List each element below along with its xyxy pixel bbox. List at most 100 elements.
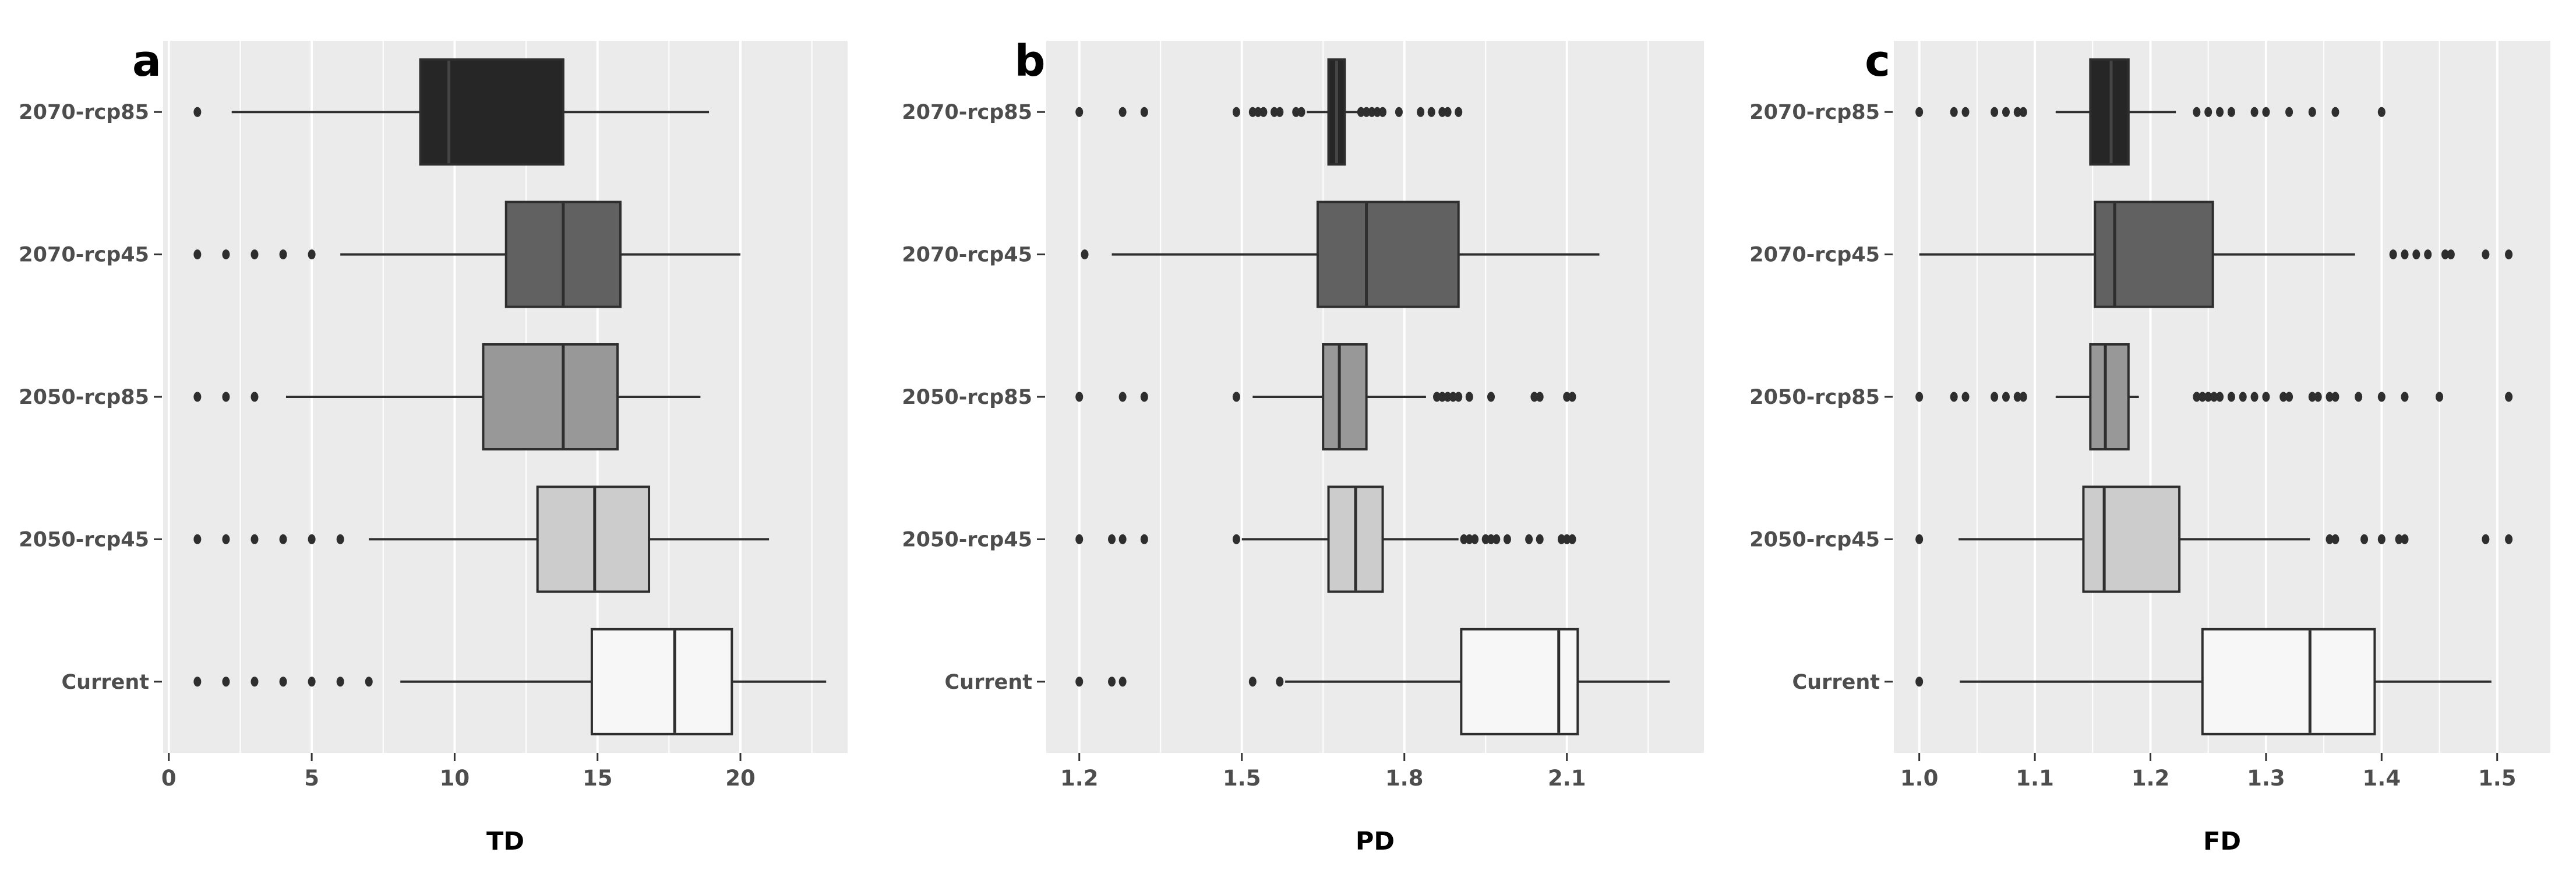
outlier-dot — [1991, 392, 1999, 402]
outlier-dot — [2308, 107, 2316, 117]
outlier-dot — [2331, 392, 2339, 402]
outlier-dot — [1254, 107, 1262, 117]
x-tick-label: 2.1 — [1548, 766, 1586, 791]
outlier-dot — [1950, 392, 1958, 402]
x-axis-title: FD — [2203, 827, 2241, 856]
box — [2089, 58, 2130, 166]
outlier-dot — [1248, 107, 1257, 117]
outlier-dot — [193, 392, 202, 402]
box — [419, 58, 564, 166]
panel-letter: b — [1015, 36, 1046, 86]
panel-letter: c — [1865, 36, 1890, 86]
panel-letter: a — [132, 36, 161, 86]
outlier-dot — [222, 677, 230, 687]
outlier-dot — [1536, 534, 1544, 544]
outlier-dot — [1292, 107, 1300, 117]
outlier-dot — [1118, 392, 1127, 402]
outlier-dot — [250, 534, 259, 544]
outlier-dot — [1427, 107, 1435, 117]
outlier-dot — [2326, 392, 2334, 402]
outlier-dot — [1248, 677, 1257, 687]
outlier-dot — [1271, 107, 1279, 117]
outlier-dot — [2193, 392, 2201, 402]
outlier-dot — [279, 677, 287, 687]
outlier-dot — [2250, 392, 2259, 402]
outlier-dot — [2262, 392, 2270, 402]
row-label: 2070-rcp85 — [1749, 101, 1880, 124]
outlier-dot — [2019, 107, 2027, 117]
outlier-dot — [2314, 392, 2322, 402]
outlier-dot — [2331, 534, 2339, 544]
outlier-dot — [1373, 107, 1381, 117]
outlier-dot — [250, 392, 259, 402]
outlier-dot — [1915, 534, 1924, 544]
outlier-dot — [1536, 392, 1544, 402]
outlier-dot — [2019, 392, 2027, 402]
outlier-dot — [2505, 534, 2513, 544]
outlier-dot — [2401, 392, 2409, 402]
x-tick-label: 0 — [161, 766, 177, 791]
outlier-dot — [2285, 107, 2293, 117]
x-tick-label: 1.0 — [1900, 766, 1939, 791]
outlier-dot — [1108, 677, 1116, 687]
outlier-dot — [1915, 392, 1924, 402]
outlier-dot — [1438, 392, 1446, 402]
x-tick-label: 1.5 — [2478, 766, 2517, 791]
outlier-dot — [1492, 534, 1501, 544]
outlier-dot — [2412, 249, 2420, 260]
outlier-dot — [1368, 107, 1376, 117]
outlier-dot — [1118, 534, 1127, 544]
outlier-dot — [308, 677, 316, 687]
outlier-dot — [279, 249, 287, 260]
outlier-dot — [1563, 534, 1571, 544]
outlier-dot — [1465, 392, 1473, 402]
box — [1460, 628, 1579, 735]
outlier-dot — [2216, 392, 2224, 402]
outlier-dot — [2326, 534, 2334, 544]
outlier-dot — [1455, 392, 1463, 402]
row-label: 2070-rcp85 — [902, 101, 1032, 124]
outlier-dot — [1276, 107, 1284, 117]
outlier-dot — [1915, 677, 1924, 687]
outlier-dot — [1276, 677, 1284, 687]
box — [482, 343, 619, 450]
outlier-dot — [1118, 107, 1127, 117]
outlier-dot — [250, 249, 259, 260]
outlier-dot — [1444, 107, 1452, 117]
outlier-dot — [222, 249, 230, 260]
x-tick-label: 15 — [583, 766, 613, 791]
outlier-dot — [1081, 249, 1089, 260]
outlier-dot — [2204, 107, 2212, 117]
outlier-dot — [193, 249, 202, 260]
outlier-dot — [1915, 107, 1924, 117]
outlier-dot — [1503, 534, 1511, 544]
outlier-dot — [250, 677, 259, 687]
outlier-dot — [336, 534, 344, 544]
outlier-dot — [2250, 107, 2259, 117]
outlier-dot — [2013, 107, 2021, 117]
outlier-dot — [193, 534, 202, 544]
x-tick-label: 20 — [725, 766, 756, 791]
outlier-dot — [2505, 392, 2513, 402]
outlier-dot — [2447, 249, 2455, 260]
x-tick-label: 1.5 — [1223, 766, 1261, 791]
outlier-dot — [1140, 107, 1148, 117]
x-tick-label: 1.1 — [2016, 766, 2054, 791]
outlier-dot — [2424, 249, 2432, 260]
outlier-dot — [2355, 392, 2363, 402]
outlier-dot — [2239, 392, 2247, 402]
outlier-dot — [279, 534, 287, 544]
outlier-dot — [193, 107, 202, 117]
outlier-dot — [2285, 392, 2293, 402]
outlier-dot — [2360, 534, 2369, 544]
row-label: 2050-rcp85 — [19, 386, 149, 409]
box — [2094, 200, 2214, 308]
outlier-dot — [1259, 107, 1268, 117]
outlier-dot — [2308, 392, 2316, 402]
x-axis-title: TD — [486, 827, 524, 856]
outlier-dot — [2204, 392, 2212, 402]
outlier-dot — [1950, 107, 1958, 117]
outlier-dot — [222, 534, 230, 544]
outlier-dot — [1075, 534, 1084, 544]
